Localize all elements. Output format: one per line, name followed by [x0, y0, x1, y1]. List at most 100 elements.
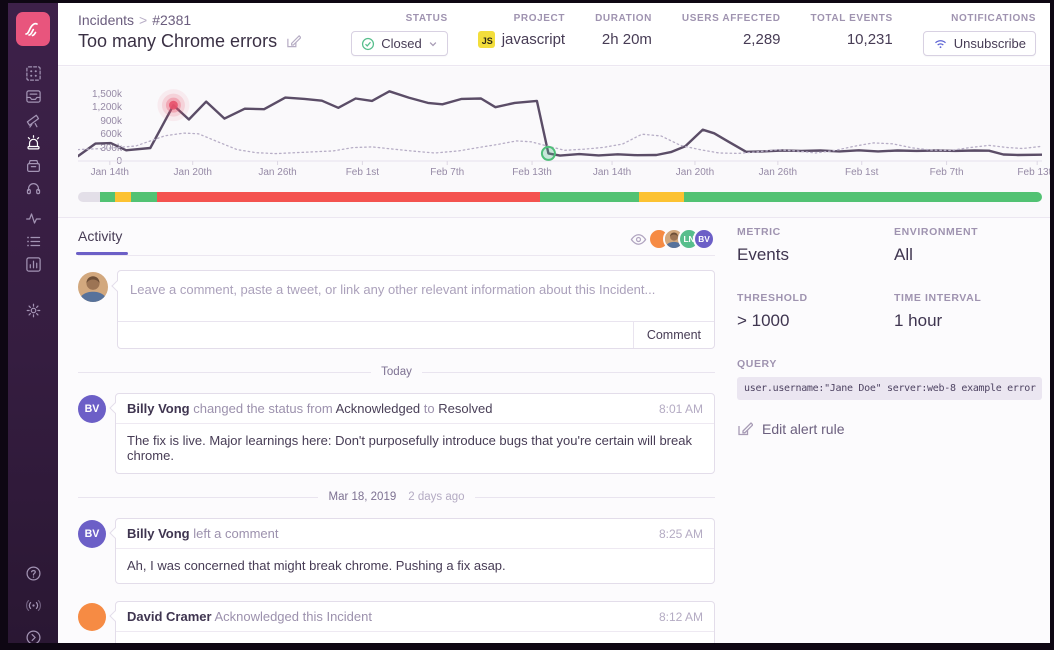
incident-status-timeline-bar[interactable]: [78, 192, 1042, 202]
date-divider: Today: [78, 366, 715, 378]
sidebar-item-user-feedback[interactable]: [8, 178, 58, 198]
sidebar-item-projects[interactable]: [8, 63, 58, 83]
edit-title-icon[interactable]: [286, 34, 302, 49]
comment-body: This looks pretty serious. Reaching out …: [116, 632, 714, 643]
alert-details-panel: METRIC Events ENVIRONMENT All THRESHOLD > 100…: [737, 226, 1042, 437]
x-axis-tick: Jan 14th: [592, 167, 632, 178]
avatar-BV: BV: [693, 228, 715, 250]
y-axis-tick: 600k: [100, 129, 122, 141]
settings-icon: [26, 303, 40, 317]
unsubscribe-label: Unsubscribe: [953, 36, 1026, 51]
status-segment-green: [131, 192, 158, 202]
x-axis-tick: Jan 14th: [90, 167, 129, 178]
x-axis-tick: Jan 20th: [675, 167, 715, 178]
activity-card-row: BV Billy Vong changed the status from Ack…: [78, 393, 715, 474]
breadcrumb-current: #2381: [152, 12, 192, 28]
status-segment-yellow: [639, 192, 685, 202]
seen-by-eye-icon: [630, 231, 647, 248]
page-title: Too many Chrome errors: [78, 31, 278, 51]
stat-value: 2h 20m: [601, 31, 652, 48]
avatar: [78, 603, 106, 631]
status-label: STATUS: [405, 13, 448, 24]
detail-value: 1 hour: [894, 311, 943, 330]
stat-label: TOTAL EVENTS: [810, 13, 893, 24]
activity-card: Billy Vong left a comment 8:25 AM Ah, I wa…: [109, 518, 715, 584]
detail-field: THRESHOLD > 1000: [737, 292, 894, 331]
status-value: Closed: [381, 36, 422, 51]
broadcast-icon: [25, 599, 41, 611]
project-column: PROJECT JS javascript: [477, 13, 566, 48]
comment-input[interactable]: [118, 271, 714, 321]
sentry-logo[interactable]: [16, 12, 50, 46]
activity-card-row: BV Billy Vong left a comment 8:25 AM Ah, I …: [78, 518, 715, 584]
breadcrumb: Incidents > #2381: [78, 12, 191, 28]
y-axis-tick: 1,500k: [91, 88, 122, 100]
discover-icon: [26, 114, 39, 128]
comment-composer: Comment: [78, 270, 715, 349]
query-value[interactable]: user.username:"Jane Doe" server:web-8 ex…: [737, 377, 1042, 400]
feed-item-header: Billy Vong left a comment: [127, 526, 279, 541]
stat-column: USERS AFFECTED 2,289: [682, 13, 781, 48]
detail-value: Events: [737, 245, 789, 264]
unsubscribe-button[interactable]: Unsubscribe: [922, 31, 1036, 56]
status-segment-green: [684, 192, 1042, 202]
header-stats: STATUS Closed PROJECT JS javascript DURA…: [351, 13, 1036, 56]
sidebar-item-activity[interactable]: [8, 208, 58, 228]
activity-card: David Cramer Acknowledged this Incident 8…: [109, 601, 715, 643]
notifications-column: NOTIFICATIONS Unsubscribe: [922, 13, 1036, 56]
comment-submit-button[interactable]: Comment: [632, 322, 714, 348]
timestamp: 8:25 AM: [658, 526, 703, 541]
x-axis-tick: Jan 26th: [258, 167, 297, 178]
detail-field: METRIC Events: [737, 226, 894, 265]
check-circle-icon: [362, 37, 375, 50]
help-icon: [25, 565, 41, 581]
stats-icon: [25, 256, 41, 272]
date-divider: Mar 18, 2019 2 days ago: [78, 491, 715, 503]
x-axis-tick: Feb 1st: [345, 167, 380, 178]
sidebar: [8, 3, 58, 643]
viewers-row: LN BV: [630, 228, 715, 250]
detail-label: METRIC: [737, 226, 781, 238]
status-segment-yellow: [114, 192, 131, 202]
timestamp: 8:12 AM: [658, 609, 703, 624]
status-segment-gray: [78, 192, 101, 202]
notifications-label: NOTIFICATIONS: [951, 13, 1036, 24]
feed-item-header: Billy Vong changed the status from Ackno…: [127, 401, 493, 416]
y-axis-tick: 1,200k: [91, 102, 122, 114]
stat-label: DURATION: [595, 13, 652, 24]
edit-alert-rule-link[interactable]: Edit alert rule: [737, 421, 1042, 437]
projects-icon: [25, 65, 41, 81]
series-events-current: [78, 90, 1042, 158]
events-line-chart[interactable]: [78, 79, 1042, 167]
status-column: STATUS Closed: [351, 13, 448, 56]
sidebar-item-discover[interactable]: [8, 109, 58, 129]
breadcrumb-root[interactable]: Incidents: [78, 12, 135, 28]
sidebar-item-list[interactable]: [8, 231, 58, 251]
collapse-icon: [25, 629, 41, 643]
sidebar-item-releases[interactable]: [8, 155, 58, 175]
sentry-app: Incidents > #2381 Too many Chrome errors S…: [8, 3, 1050, 643]
top-bar: Incidents > #2381 Too many Chrome errors S…: [58, 3, 1050, 66]
status-dropdown[interactable]: Closed: [351, 31, 448, 56]
marker-incident-resolved: [540, 145, 556, 161]
detail-label: ENVIRONMENT: [894, 226, 979, 238]
sidebar-item-issues[interactable]: [8, 86, 58, 106]
sidebar-item-help[interactable]: [8, 563, 58, 583]
detail-field: ENVIRONMENT All: [894, 226, 1042, 265]
activity-icon: [25, 212, 41, 224]
sidebar-item-stats[interactable]: [8, 254, 58, 274]
x-axis-tick: Feb 13th: [512, 167, 552, 178]
tab-activity[interactable]: Activity: [75, 228, 129, 255]
sidebar-item-collapse[interactable]: [8, 627, 58, 643]
x-axis-tick: Feb 7th: [430, 167, 465, 178]
sidebar-item-settings[interactable]: [8, 300, 58, 320]
sidebar-item-broadcast[interactable]: [8, 595, 58, 615]
sentry-logo-icon: [25, 22, 38, 37]
chevron-down-icon: [429, 41, 437, 46]
activity-card-row: David Cramer Acknowledged this Incident 8…: [78, 601, 715, 643]
project-name[interactable]: javascript: [501, 31, 566, 48]
releases-icon: [26, 159, 40, 172]
sidebar-item-alerts[interactable]: [8, 132, 58, 152]
